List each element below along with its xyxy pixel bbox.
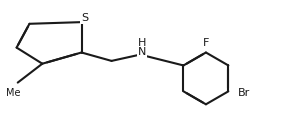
Text: Br: Br: [238, 88, 251, 98]
Text: Me: Me: [7, 88, 21, 98]
Text: H
N: H N: [138, 38, 146, 57]
Text: F: F: [203, 38, 209, 47]
Text: S: S: [81, 13, 88, 23]
